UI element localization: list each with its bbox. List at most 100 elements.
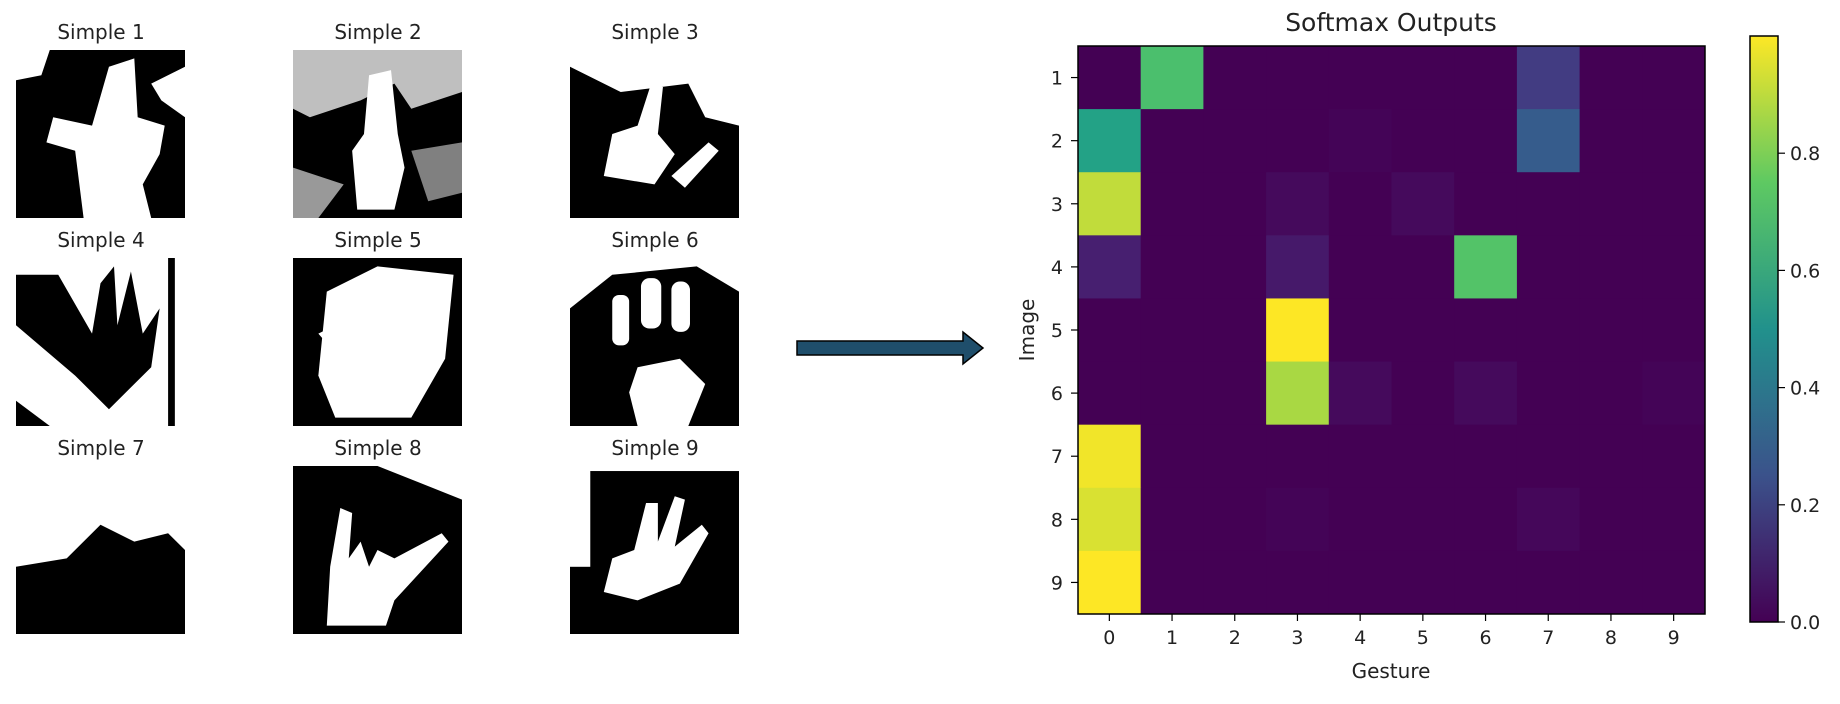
heatmap-cell [1203, 46, 1267, 110]
heatmap-cell [1516, 46, 1581, 110]
heatmap-cell [1579, 487, 1643, 552]
chart-title: Softmax Outputs [1285, 8, 1497, 37]
y-tick-label: 9 [1051, 572, 1063, 594]
thumbnail-title: Simple 2 [334, 20, 422, 44]
heatmap-cell [1203, 109, 1267, 173]
heatmap-cell [1078, 487, 1142, 552]
heatmap-cell [1391, 550, 1455, 615]
heatmap-cell [1391, 361, 1455, 426]
heatmap-cell [1140, 487, 1204, 552]
x-tick-label: 8 [1605, 627, 1617, 649]
heatmap-cell [1454, 550, 1518, 615]
heatmap-cell [1328, 298, 1392, 363]
heatmap-cell [1203, 235, 1267, 299]
heatmap-cell [1391, 487, 1455, 552]
hand-image [16, 50, 185, 218]
heatmap-cell [1266, 172, 1330, 236]
heatmap-cell [1391, 235, 1455, 299]
heatmap-cell [1516, 487, 1581, 552]
heatmap-cell [1454, 298, 1518, 363]
heatmap-cell [1078, 46, 1142, 110]
heatmap-cell [1516, 361, 1581, 426]
x-axis-label: Gesture [1352, 659, 1431, 683]
hand-image [570, 50, 739, 218]
y-tick-label: 6 [1051, 383, 1063, 405]
heatmap-cell [1266, 298, 1330, 363]
hand-image [293, 50, 462, 218]
x-tick-label: 5 [1417, 627, 1429, 649]
thumbnail-title: Simple 6 [611, 228, 699, 252]
heatmap-cell [1391, 172, 1455, 236]
hand-image [570, 466, 739, 634]
colorbar-tick-label: 0.6 [1790, 260, 1820, 282]
heatmap-cell [1642, 424, 1706, 489]
heatmap-cell [1140, 424, 1204, 489]
heatmap-cell [1203, 298, 1267, 363]
heatmap-cell [1579, 235, 1643, 299]
heatmap-cell [1078, 361, 1142, 426]
heatmap-cell [1203, 172, 1267, 236]
heatmap-cell [1579, 550, 1643, 615]
heatmap-cell [1454, 46, 1518, 110]
x-tick-label: 3 [1291, 627, 1303, 649]
thumbnail-title: Simple 5 [334, 228, 422, 252]
heatmap-cell [1328, 109, 1392, 173]
x-tick-label: 6 [1480, 627, 1492, 649]
y-axis-label: Image [1015, 299, 1039, 362]
right-arrow-icon [796, 330, 985, 366]
x-tick-label: 2 [1229, 627, 1241, 649]
thumbnail-title: Simple 9 [611, 436, 699, 460]
thumbnail-title: Simple 8 [334, 436, 422, 460]
x-tick-label: 1 [1166, 627, 1178, 649]
heatmap-cell [1579, 424, 1643, 489]
heatmap-cell [1140, 550, 1204, 615]
colorbar [1749, 35, 1779, 623]
heatmap-cell [1266, 46, 1330, 110]
y-tick-label: 1 [1051, 68, 1063, 90]
heatmap-cell [1516, 424, 1581, 489]
hand-image [293, 258, 462, 426]
thumbnail-title: Simple 1 [57, 20, 145, 44]
heatmap-cell [1642, 298, 1706, 363]
heatmap-cell [1328, 46, 1392, 110]
heatmap-cell [1328, 487, 1392, 552]
hand-image [16, 466, 185, 634]
heatmap-cell [1203, 424, 1267, 489]
heatmap-cell [1078, 550, 1142, 615]
heatmap-cell [1516, 298, 1581, 363]
heatmap-cell [1454, 361, 1518, 426]
hand-image [293, 466, 462, 634]
heatmap-cell [1328, 361, 1392, 426]
x-tick-label: 4 [1354, 627, 1366, 649]
heatmap-cell [1454, 109, 1518, 173]
y-tick-label: 7 [1051, 446, 1063, 468]
heatmap-cell [1266, 487, 1330, 552]
heatmap-cell [1516, 235, 1581, 299]
x-tick-label: 0 [1103, 627, 1115, 649]
heatmap-cell [1203, 361, 1267, 426]
thumbnail-title: Simple 7 [57, 436, 145, 460]
heatmap-cell [1642, 487, 1706, 552]
heatmap-cell [1579, 172, 1643, 236]
heatmap-cell [1328, 235, 1392, 299]
heatmap-cell [1078, 109, 1142, 173]
heatmap-cell [1516, 172, 1581, 236]
heatmap-cell [1642, 172, 1706, 236]
heatmap-cell [1140, 109, 1204, 173]
thumbnail-title: Simple 4 [57, 228, 145, 252]
heatmap-cell [1078, 235, 1142, 299]
heatmap-cell [1266, 109, 1330, 173]
heatmap-cell [1391, 46, 1455, 110]
heatmap-cell [1078, 172, 1142, 236]
colorbar-tick-label: 0.0 [1790, 612, 1820, 634]
hand-image [570, 258, 739, 426]
colorbar-tick-label: 0.8 [1790, 143, 1820, 165]
y-tick-label: 8 [1051, 509, 1063, 531]
y-tick-label: 3 [1051, 194, 1063, 216]
x-tick-label: 7 [1542, 627, 1554, 649]
y-tick-label: 2 [1051, 131, 1063, 153]
heatmap-cell [1642, 109, 1706, 173]
heatmap-cell [1203, 550, 1267, 615]
heatmap-cell [1140, 172, 1204, 236]
heatmap-cell [1579, 46, 1643, 110]
